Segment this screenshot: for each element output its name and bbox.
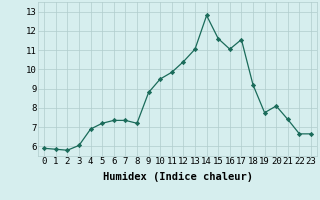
- X-axis label: Humidex (Indice chaleur): Humidex (Indice chaleur): [103, 172, 252, 182]
